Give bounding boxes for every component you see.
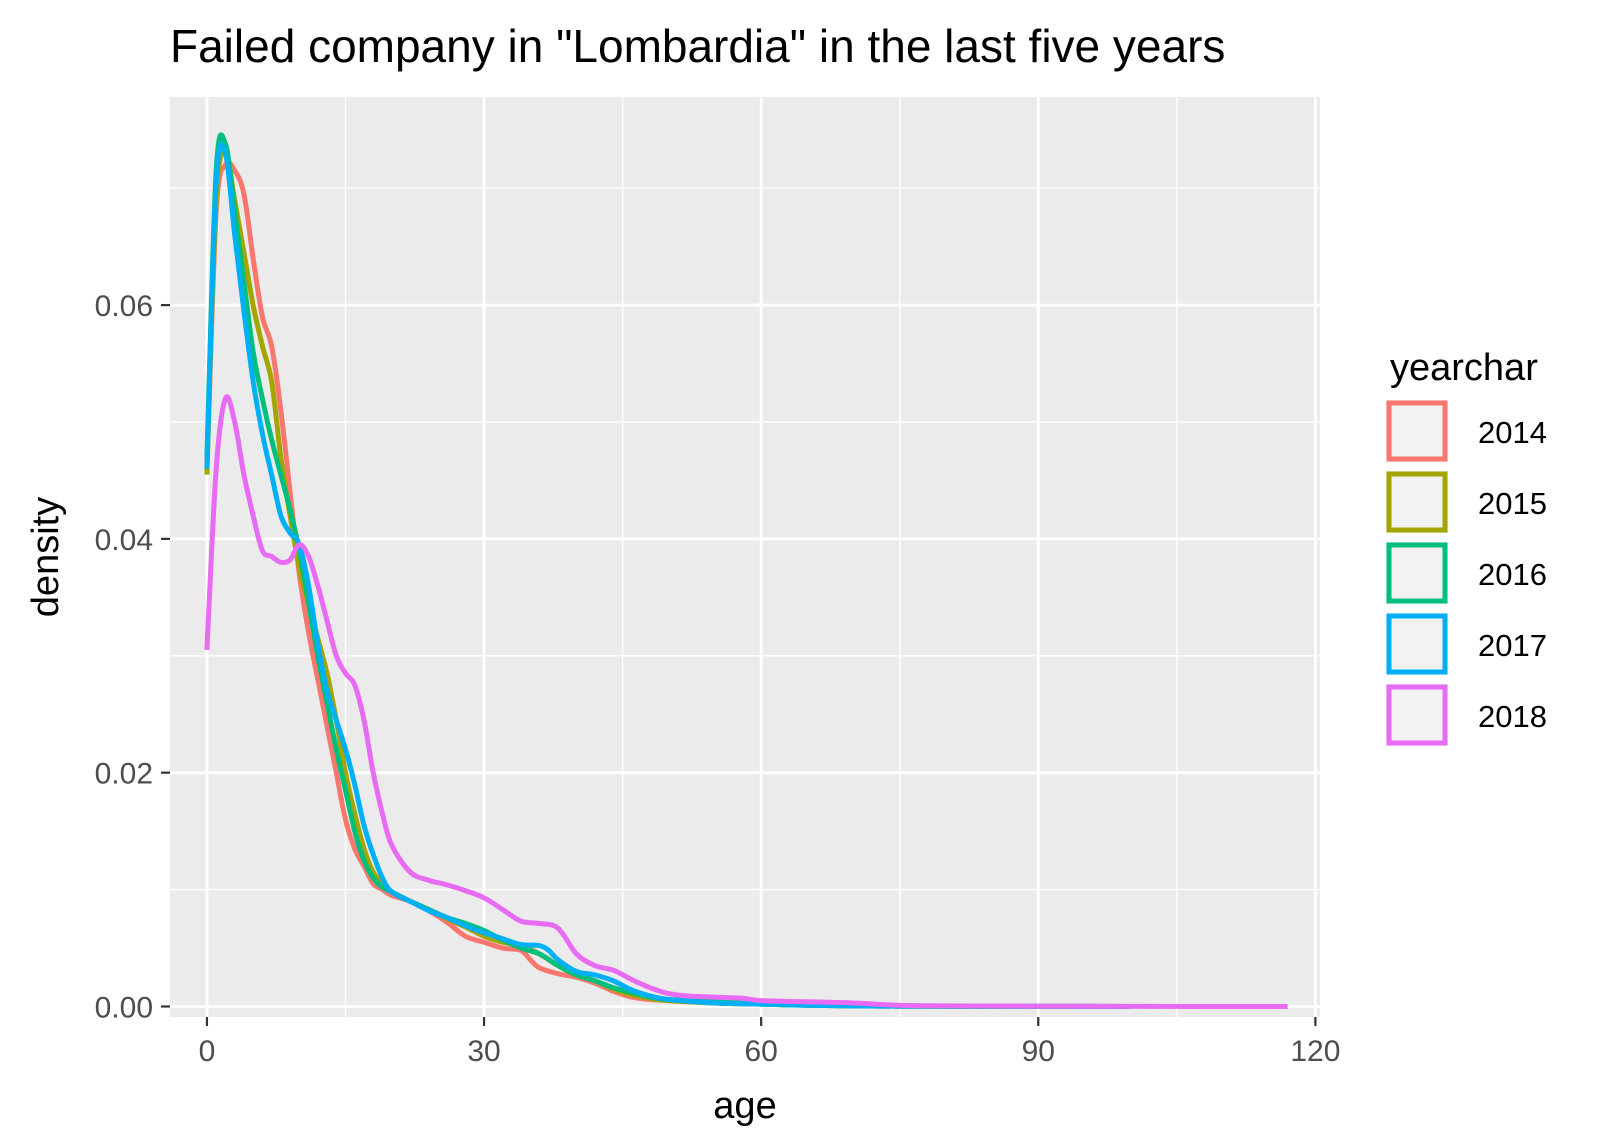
minor-gridlines [170, 97, 1320, 1017]
legend-key-2014 [1386, 400, 1448, 462]
series-lines [204, 132, 1288, 1009]
y-tick-label: 0.02 [95, 758, 153, 791]
x-tick-label: 30 [467, 1035, 500, 1068]
y-tick-label: 0.00 [95, 991, 153, 1024]
legend-key-background [1386, 471, 1448, 533]
legend-key-background [1386, 542, 1448, 604]
legend-label: 2014 [1478, 415, 1547, 450]
legend-label: 2016 [1478, 557, 1547, 592]
y-axis-title: density [25, 497, 67, 617]
y-axis: 0.00 0.02 0.04 0.06 [95, 290, 170, 1024]
x-tick-label: 0 [199, 1035, 216, 1068]
y-tick-label: 0.04 [95, 524, 153, 557]
x-axis-title: age [713, 1085, 776, 1127]
legend-key-2015 [1386, 471, 1448, 533]
x-tick-label: 120 [1290, 1035, 1340, 1068]
legend-label: 2017 [1478, 628, 1547, 663]
series-line-2018 [204, 394, 1288, 1009]
legend-label: 2015 [1478, 486, 1547, 521]
legend-key-2017 [1386, 613, 1448, 675]
legend-label: 2018 [1478, 699, 1547, 734]
legend-key-2016 [1386, 542, 1448, 604]
y-tick-label: 0.06 [95, 290, 153, 323]
legend-key-background [1386, 613, 1448, 675]
legend: yearchar 2014 2015 2016 2017 2018 [1386, 347, 1547, 746]
plot-panel [170, 97, 1320, 1017]
chart-title: Failed company in "Lombardia" in the las… [170, 20, 1225, 72]
legend-key-2018 [1386, 684, 1448, 746]
legend-title: yearchar [1390, 347, 1538, 389]
legend-key-background [1386, 684, 1448, 746]
x-tick-label: 60 [744, 1035, 777, 1068]
series-line-2017 [204, 141, 1131, 1009]
x-tick-label: 90 [1022, 1035, 1055, 1068]
x-axis: 0 30 60 90 120 [199, 1017, 1340, 1068]
legend-key-background [1386, 400, 1448, 462]
